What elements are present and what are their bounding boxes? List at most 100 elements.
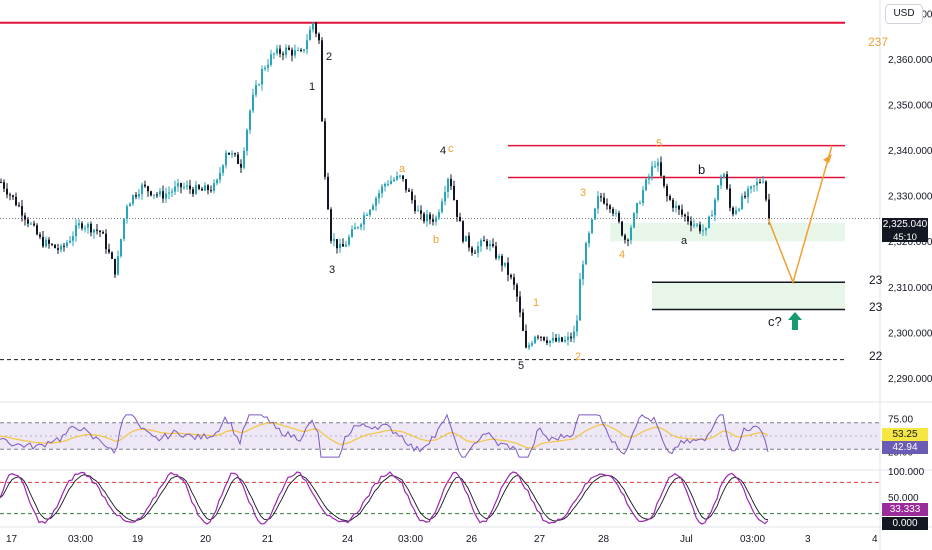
candle-body <box>621 221 623 236</box>
candle-body <box>663 175 665 186</box>
candle-body <box>483 240 485 242</box>
wave-label: b <box>698 162 705 177</box>
wave-label: a <box>399 163 406 175</box>
candle-body <box>588 232 590 244</box>
candle-body <box>144 184 146 187</box>
candle-body <box>756 182 758 186</box>
time-tick-label: 27 <box>534 534 546 545</box>
stoch-d-line <box>0 474 769 522</box>
candle-body <box>696 224 698 226</box>
candle-body <box>354 227 356 230</box>
time-tick-label: 28 <box>598 534 610 545</box>
candle-body <box>444 191 446 202</box>
wave-label: 2 <box>326 51 332 63</box>
candle-body <box>246 129 248 151</box>
wave-label: 3 <box>329 264 335 276</box>
time-tick-label: 03:00 <box>68 534 93 545</box>
candle-body <box>15 196 17 206</box>
candle-body <box>714 199 716 216</box>
candle-body <box>198 185 200 189</box>
price-tick-label: 2,300.000 <box>888 328 932 339</box>
candle-body <box>447 178 449 192</box>
rsi-tick-label: 75.00 <box>888 415 913 426</box>
candle-body <box>285 47 287 55</box>
candle-body <box>201 188 203 191</box>
price-tick-label: 2,310.000 <box>888 283 932 294</box>
candle-body <box>384 183 386 187</box>
candle-body <box>171 191 173 193</box>
candle-body <box>60 245 62 250</box>
candle-body <box>660 162 662 176</box>
candle-body <box>618 212 620 222</box>
rsi-line <box>0 413 769 458</box>
currency-label[interactable]: USD <box>885 4 923 24</box>
candle-body <box>651 166 653 177</box>
candle-body <box>738 208 740 211</box>
candle-body <box>534 336 536 344</box>
candle-body <box>600 196 602 198</box>
candle-body <box>219 172 221 180</box>
candle-body <box>417 210 419 212</box>
support-zone <box>610 223 845 242</box>
candle-body <box>597 196 599 209</box>
candle-body <box>42 236 44 247</box>
wave-label: a <box>681 235 688 247</box>
candle-body <box>273 53 275 55</box>
candle-body <box>690 221 692 226</box>
candle-body <box>657 162 659 166</box>
candle-body <box>723 174 725 179</box>
candle-body <box>759 182 761 184</box>
candle-body <box>462 221 464 242</box>
candle-body <box>552 337 554 341</box>
candle-body <box>582 264 584 280</box>
candle-body <box>507 262 509 275</box>
candle-countdown: 45:10 <box>893 232 917 243</box>
wave-label: c <box>448 143 454 155</box>
time-tick-label: 3 <box>805 534 811 545</box>
candle-body <box>612 209 614 214</box>
candle-body <box>150 191 152 196</box>
time-tick-label: 03:00 <box>740 534 765 545</box>
candle-body <box>570 336 572 339</box>
candle-body <box>477 246 479 254</box>
candle-body <box>765 181 767 200</box>
candle-body <box>576 320 578 332</box>
candle-body <box>369 209 371 216</box>
candle-body <box>213 183 215 191</box>
candle-body <box>237 154 239 164</box>
candle-body <box>531 343 533 346</box>
candle-body <box>624 235 626 240</box>
candle-body <box>375 198 377 206</box>
time-tick-label: 17 <box>6 534 18 545</box>
candle-body <box>297 50 299 52</box>
candle-body <box>498 256 500 259</box>
candle-body <box>351 229 353 237</box>
current-price-tag: 2,325.040 45:10 <box>882 218 928 243</box>
rsi-ma-line <box>0 422 769 449</box>
time-tick-label: 26 <box>466 534 478 545</box>
candle-body <box>348 236 350 245</box>
candle-body <box>522 312 524 331</box>
candle-body <box>129 203 131 207</box>
time-tick-label: 24 <box>342 534 354 545</box>
candle-body <box>282 53 284 55</box>
candle-body <box>51 243 53 245</box>
candle-body <box>135 195 137 197</box>
candle-body <box>195 185 197 194</box>
candle-body <box>342 244 344 247</box>
candle-body <box>414 200 416 212</box>
rsi-ma-value: 53.25 <box>882 428 928 441</box>
candle-body <box>12 195 14 197</box>
candle-body <box>96 229 98 231</box>
candle-body <box>315 23 317 34</box>
candle-body <box>180 183 182 188</box>
candle-body <box>6 188 8 195</box>
candle-body <box>429 214 431 220</box>
stoch-tick-label: 100.000 <box>888 467 925 478</box>
candle-body <box>303 49 305 51</box>
wave-label: 3 <box>580 187 586 199</box>
candle-body <box>594 208 596 220</box>
candle-body <box>216 179 218 184</box>
candle-body <box>654 165 656 167</box>
